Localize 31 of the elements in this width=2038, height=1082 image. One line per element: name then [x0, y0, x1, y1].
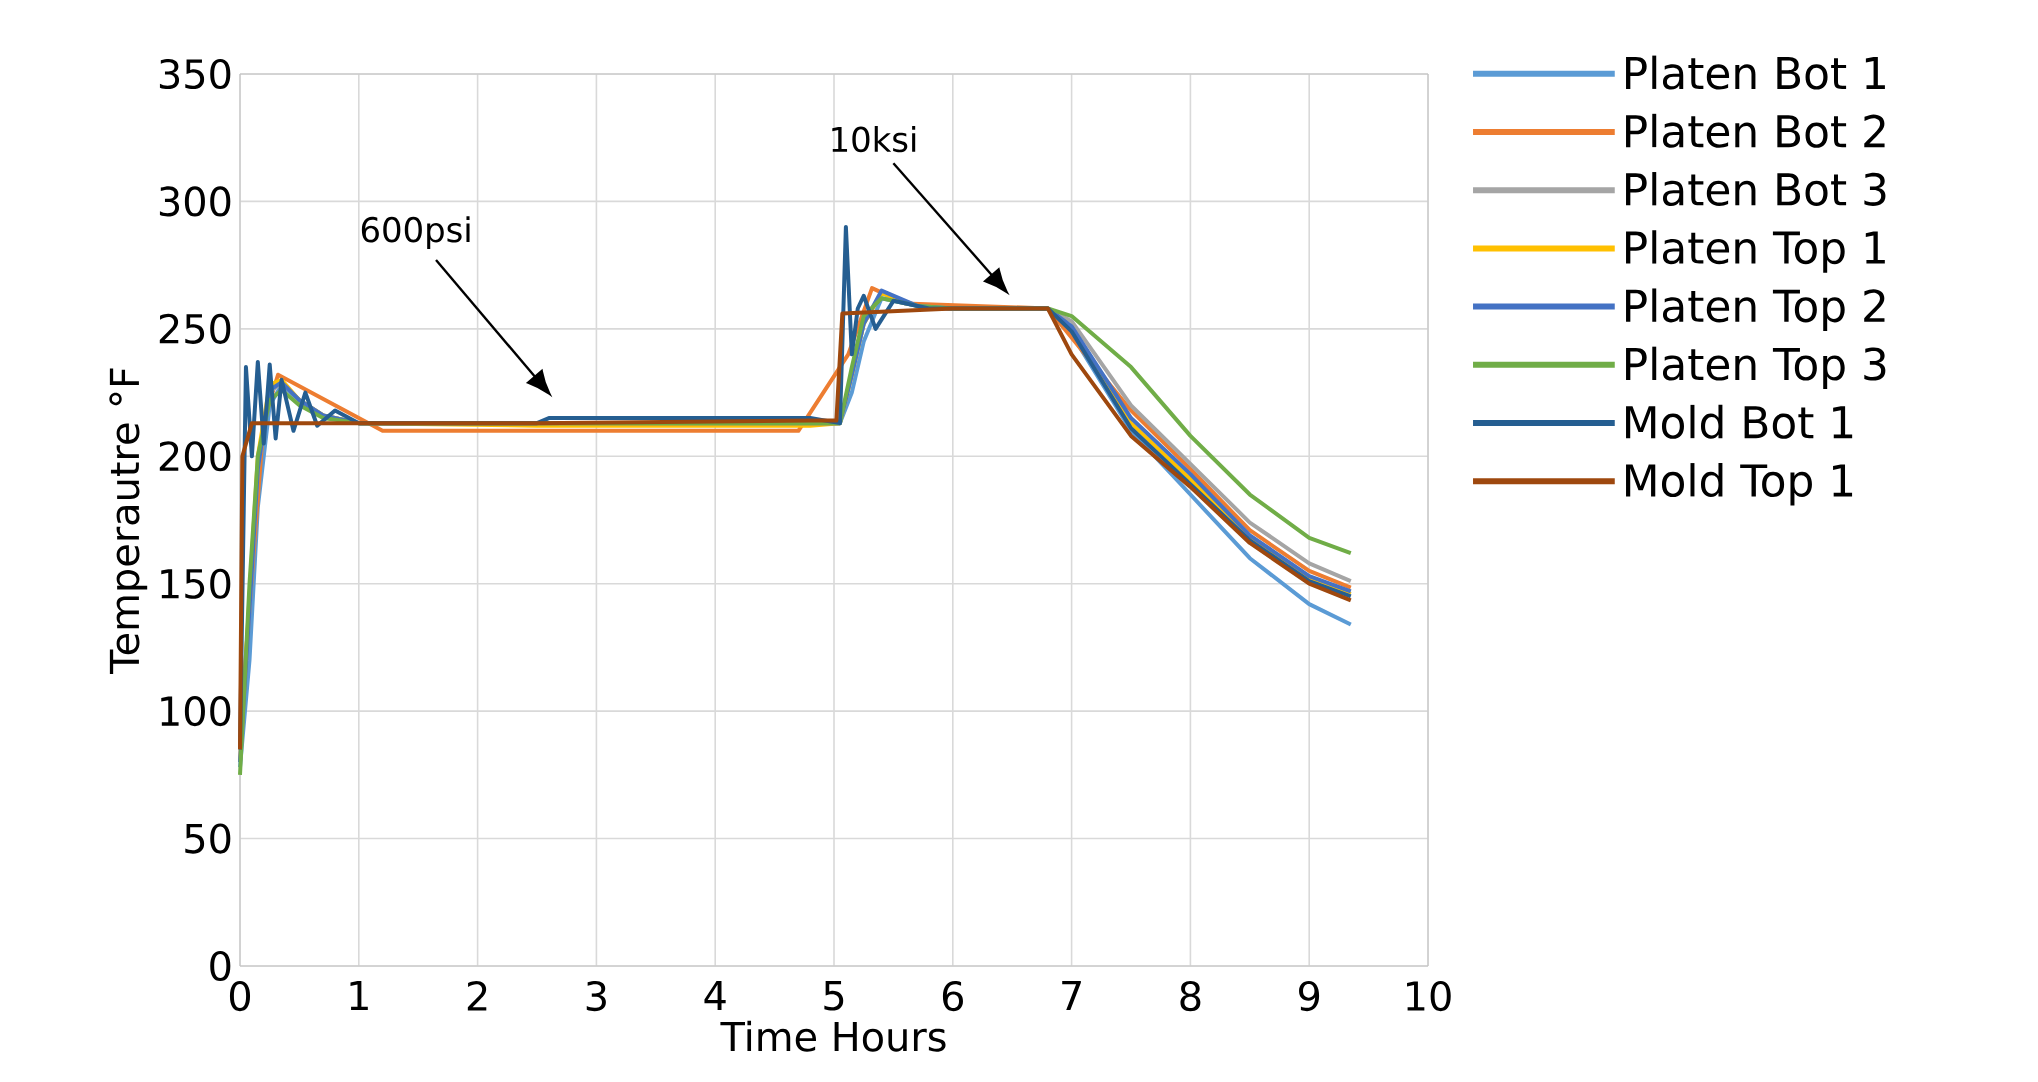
y-tick-label: 200: [159, 441, 231, 472]
legend-label: Mold Bot 1: [1626, 404, 1853, 439]
legend-label: Platen Top 3: [1626, 346, 1886, 390]
x-axis-title: Time Hours: [720, 1020, 946, 1052]
y-tick-label: 350: [159, 58, 231, 90]
annotation: 600psi: [361, 216, 470, 249]
legend-label: Platen Bot 1: [1626, 55, 1885, 90]
x-tick-label: 9: [1299, 981, 1320, 1012]
legend-label: Platen Top 2: [1626, 288, 1885, 331]
x-tick-label: 7: [1062, 981, 1081, 1011]
x-tick-label: 1: [350, 981, 368, 1011]
x-tick-label: 4: [704, 981, 726, 1011]
y-tick-label: 0: [210, 950, 231, 982]
y-tick-label: 250: [159, 313, 231, 344]
legend-label: Platen Top 1: [1626, 230, 1885, 273]
y-tick-label: 50: [185, 823, 231, 854]
y-tick-label: 100: [161, 696, 231, 727]
y-axis-title: Temperautre °F: [109, 368, 148, 675]
x-tick-label: 2: [467, 981, 487, 1011]
x-tick-label: 3: [586, 981, 606, 1012]
x-tick-label: 10: [1407, 981, 1451, 1012]
annotation: 10ksi: [832, 125, 916, 153]
x-tick-label: 5: [824, 981, 844, 1011]
y-tick-label: 150: [161, 568, 231, 599]
x-tick-label: 8: [1180, 981, 1201, 1012]
legend-label: Mold Top 1: [1626, 463, 1853, 506]
legend-label: Platen Bot 3: [1626, 172, 1886, 206]
y-tick-label: 300: [159, 186, 231, 217]
legend-label: Platen Bot 2: [1626, 113, 1885, 148]
x-tick-label: 0: [229, 981, 251, 1012]
x-tick-label: 6: [942, 981, 963, 1012]
